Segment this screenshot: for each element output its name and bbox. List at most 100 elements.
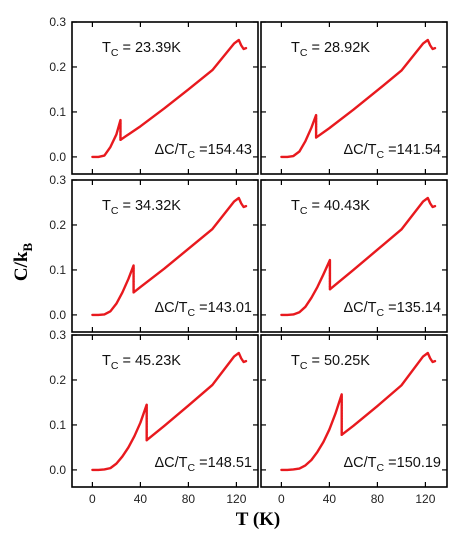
panel-frame: [260, 21, 448, 175]
delta-c-ratio-label: ΔC/TC =141.54: [344, 142, 442, 161]
transition-point: [315, 117, 318, 120]
panel-2: TC = 28.92K ΔC/TC =141.54: [260, 21, 448, 175]
y-tick-label: 0.1: [49, 105, 66, 119]
transition-point: [340, 433, 343, 436]
transition-point: [145, 414, 148, 418]
transition-point: [119, 127, 122, 131]
transition-point: [315, 128, 318, 131]
panel-5: 0.0 0.1 0.2 0.3 0 40 80 120 TC = 45.23K ΔC/TC =14…: [49, 328, 259, 506]
x-tick-label: 0: [278, 492, 285, 506]
transition-point: [340, 398, 343, 401]
y-tick-label: 0.3: [49, 15, 66, 29]
transition-point: [145, 422, 148, 426]
x-tick-label: 120: [415, 492, 435, 506]
panel-frame: [260, 334, 448, 488]
panel-frame: [71, 334, 259, 488]
tc-value: 23.39K: [135, 40, 181, 56]
transition-point: [340, 431, 343, 434]
delta-c-ratio-value: 135.14: [397, 300, 441, 316]
y-tick-label: 0.2: [49, 218, 66, 232]
tc-label: TC = 34.32K: [102, 198, 181, 217]
transition-point: [315, 120, 318, 123]
delta-c-ratio-value: 148.51: [208, 455, 252, 471]
panel-4: TC = 40.43K ΔC/TC =135.14: [260, 179, 448, 333]
transition-point: [132, 285, 135, 289]
transition-point: [315, 136, 318, 139]
transition-point: [132, 291, 135, 294]
x-tick-label: 0: [89, 492, 96, 506]
transition-point: [132, 267, 135, 270]
transition-point: [145, 417, 148, 420]
transition-point: [119, 122, 122, 125]
transition-point: [340, 422, 343, 426]
transition-point: [315, 131, 318, 134]
tc-label: TC = 28.92K: [291, 40, 370, 59]
transition-point: [132, 288, 135, 291]
transition-point: [315, 133, 318, 136]
transition-point: [132, 269, 135, 272]
tc-label: TC = 40.43K: [291, 198, 370, 217]
heat-capacity-curve: [280, 351, 437, 472]
transition-point: [145, 409, 148, 412]
panel-1: 0.0 0.1 0.2 0.3 TC = 23.39K ΔC/TC =154.43: [49, 15, 259, 175]
transition-point: [119, 130, 122, 133]
y-tick-label: 0.0: [49, 150, 66, 164]
transition-point: [132, 280, 135, 283]
transition-point: [340, 414, 343, 418]
y-tick-label: 0.2: [49, 60, 66, 74]
transition-point: [145, 420, 148, 423]
y-tick-label: 0.3: [49, 328, 66, 342]
transition-point: [328, 263, 332, 267]
x-axis-title: T (K): [236, 509, 281, 530]
heat-capacity-curve: [91, 38, 248, 159]
transition-point: [145, 439, 148, 442]
x-tick-label: 40: [134, 492, 148, 506]
tc-value: 50.25K: [324, 353, 370, 369]
heat-capacity-curve: [280, 38, 437, 159]
y-tick-label: 0.3: [49, 173, 66, 187]
transition-point: [340, 406, 343, 409]
transition-point: [145, 412, 148, 415]
transition-point: [315, 114, 318, 118]
delta-c-ratio-label: ΔC/TC =154.43: [155, 142, 253, 161]
transition-point: [340, 404, 343, 407]
panel-3: 0.0 0.1 0.2 0.3 TC = 34.32K ΔC/TC =143.01: [49, 173, 259, 333]
transition-point: [340, 417, 343, 420]
tc-value: 40.43K: [324, 198, 370, 214]
transition-point: [145, 404, 148, 407]
transition-point: [145, 431, 148, 434]
transition-point: [119, 136, 122, 139]
x-tick-label: 80: [371, 492, 385, 506]
tc-value: 28.92K: [324, 40, 370, 56]
transition-point: [328, 288, 332, 291]
panel-frame: [71, 21, 259, 175]
delta-c-ratio-label: ΔC/TC =135.14: [344, 300, 442, 319]
delta-c-ratio-value: 143.01: [208, 300, 252, 316]
heat-capacity-curve: [280, 196, 437, 317]
y-tick-label: 0.1: [49, 263, 66, 277]
y-tick-label: 0.0: [49, 308, 66, 322]
delta-c-ratio-label: ΔC/TC =143.01: [155, 300, 253, 319]
tc-value: 45.23K: [135, 353, 181, 369]
transition-point: [340, 401, 343, 404]
y-tick-label: 0.2: [49, 373, 66, 387]
transition-point: [119, 133, 122, 136]
transition-point: [328, 277, 332, 280]
transition-point: [328, 282, 332, 285]
tc-label: TC = 45.23K: [102, 353, 181, 372]
panel-frame: [71, 179, 259, 333]
delta-c-ratio-label: ΔC/TC =148.51: [155, 455, 253, 474]
transition-point: [328, 261, 332, 264]
delta-c-ratio-value: 150.19: [397, 455, 441, 471]
transition-point: [328, 266, 332, 269]
panel-frame: [260, 179, 448, 333]
tc-value: 34.32K: [135, 198, 181, 214]
x-tick-label: 120: [226, 492, 246, 506]
delta-c-ratio-value: 141.54: [397, 142, 441, 158]
tc-label: TC = 23.39K: [102, 40, 181, 59]
transition-point: [119, 138, 122, 141]
heat-capacity-curve: [91, 196, 248, 317]
transition-point: [340, 409, 343, 412]
x-tick-label: 80: [182, 492, 196, 506]
